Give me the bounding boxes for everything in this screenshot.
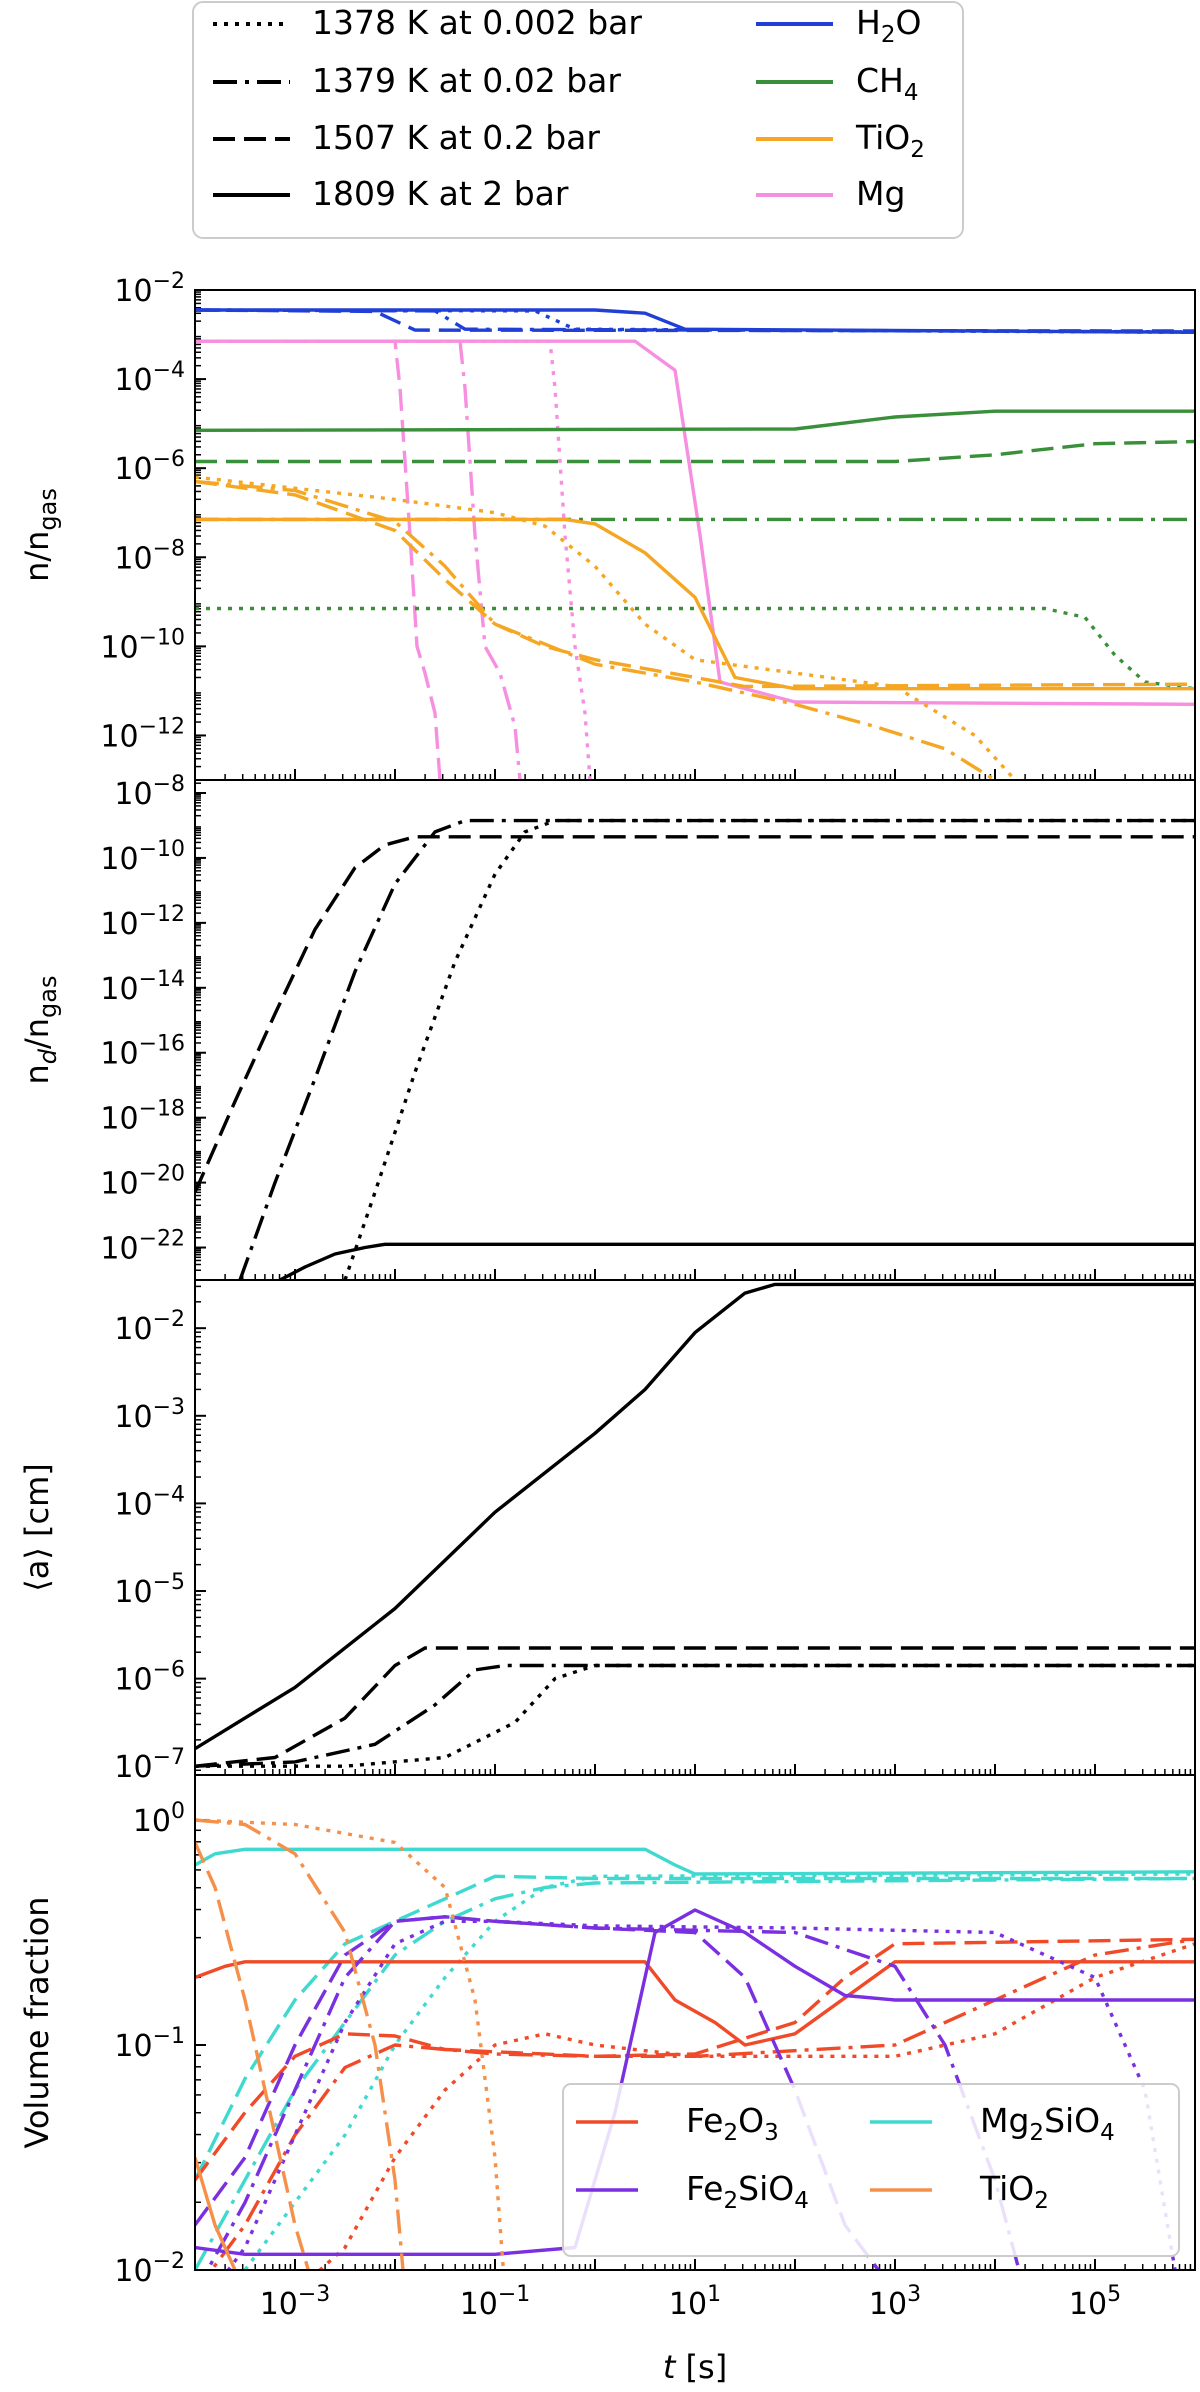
y-tick-label: 10−4	[114, 1482, 185, 1522]
legend-label-mg: Mg	[856, 174, 905, 213]
panel-1: 10−2 10−4 10−6 10−8 10−10 10−12 n/ngas	[18, 269, 1196, 781]
y-tick-label: 10−6	[114, 447, 185, 487]
y-tick-label: 10−7	[114, 1745, 185, 1785]
series-line-fe2o3-dashed	[195, 1937, 1195, 2182]
series-line-mg-dashdot	[195, 339, 522, 780]
plot-frame	[194, 1774, 1196, 2271]
panel-2: 10−8 10−10 10−12 10−14 10−16 10−18 10−20 10−22 n…	[18, 772, 1196, 1281]
x-tick-label: 10−3	[260, 2282, 331, 2322]
y-tick-label: 10−14	[100, 967, 185, 1007]
x-tick-label: 101	[669, 2282, 721, 2322]
series-line-tio2-dust-dotted	[195, 1818, 506, 2270]
x-tick-label: 105	[1069, 2282, 1121, 2322]
series-line-tio2-gas-dashed	[195, 479, 1195, 689]
series-line-ch4-dashed	[195, 439, 1195, 464]
y-tick-label: 10−5	[114, 1570, 185, 1610]
y-tick-label: 10−2	[114, 1307, 185, 1347]
legend-label-h2o: H2O	[856, 3, 921, 48]
y-tick-label: 10−8	[114, 772, 185, 812]
series-line-fe2o3-dotted	[317, 1942, 1195, 2270]
y-tick-label: 10−10	[100, 837, 185, 877]
series-line-fe2o3-solid	[195, 1960, 1195, 2047]
series-line-solid	[195, 1282, 1195, 1751]
plot-frame	[194, 779, 1196, 1281]
x-axis-ticks: 10−3 10−1 101 103 105	[260, 2282, 1121, 2322]
y-tick-label: 10−3	[114, 1395, 185, 1435]
series-line-fe2sio4-dotted	[226, 1919, 1177, 2270]
series-group	[195, 1818, 1195, 2270]
series-line-tio2-gas-solid	[195, 517, 1195, 691]
y-tick-label: 10−22	[100, 1227, 185, 1267]
series-line-dashed	[195, 1646, 1195, 1768]
series-line-ch4-solid	[195, 409, 1195, 432]
y-tick-label: 10−16	[100, 1032, 185, 1072]
series-line-ch4-dotted	[195, 606, 1195, 691]
series-line-dashdot	[238, 818, 1195, 1280]
y-tick-label: 10−10	[100, 625, 185, 665]
series-line-tio2-gas-dashdot	[195, 479, 996, 780]
y-axis-label: n/ngas	[18, 488, 62, 582]
legend-label-fe2sio4: Fe2SiO4	[686, 2169, 809, 2214]
y-tick-label: 10−2	[114, 269, 185, 309]
x-axis-label: t [s]	[663, 2348, 727, 2386]
legend-label-dashed: 1507 K at 0.2 bar	[312, 118, 600, 157]
y-axis-label: nd/ngas	[18, 975, 62, 1084]
legend-label-dashdot: 1379 K at 0.02 bar	[312, 61, 621, 100]
legend-label-mg2sio4: Mg2SiO4	[980, 2101, 1115, 2146]
series-line-mg2sio4-solid	[195, 1847, 1195, 1876]
series-group	[195, 1282, 1195, 1768]
series-line-solid	[279, 1242, 1195, 1280]
y-tick-label: 10−18	[100, 1097, 185, 1137]
series-line-tio2-dust-dashed	[195, 1841, 311, 2270]
y-axis-label: Volume fraction	[18, 1896, 56, 2148]
y-tick-label: 10−20	[100, 1162, 185, 1202]
y-tick-label: 10−2	[114, 2249, 185, 2289]
series-line-h2o-dashdot	[195, 308, 1195, 334]
series-group	[195, 308, 1195, 780]
y-tick-label: 10−6	[114, 1658, 185, 1698]
y-tick-label: 10−1	[114, 2024, 185, 2064]
legend-box	[562, 2083, 1180, 2257]
series-line-mg2sio4-dashdot	[195, 1876, 1195, 2270]
top-legend: 1378 K at 0.002 bar 1379 K at 0.02 bar 150…	[192, 1, 964, 239]
legend-label-ch4: CH4	[856, 61, 919, 106]
series-line-dotted	[195, 1663, 1195, 1768]
legend-label-tio2: TiO2	[979, 2169, 1049, 2214]
series-group	[195, 818, 1195, 1280]
legend-label-fe2o3: Fe2O3	[686, 2101, 779, 2146]
series-line-mg-dotted	[195, 339, 592, 780]
top-legend-box	[192, 1, 964, 239]
series-line-dashdot	[195, 1663, 1195, 1768]
series-line-tio2-dust-dashdot	[195, 1818, 405, 2270]
x-tick-label: 10−1	[460, 2282, 531, 2322]
series-line-mg-dashed	[195, 339, 442, 780]
legend-label-dotted: 1378 K at 0.002 bar	[312, 3, 642, 42]
panel-4: 100 10−1 10−2 Volume fraction Fe2O3 Fe2SiO4 Mg…	[18, 1774, 1196, 2289]
y-tick-label: 10−8	[114, 536, 185, 576]
legend-label-solid: 1809 K at 2 bar	[312, 174, 569, 213]
y-axis-label: ⟨a⟩ [cm]	[18, 1463, 56, 1591]
series-line-h2o-dashed	[195, 308, 1195, 333]
series-line-mg2sio4-dashed	[195, 1874, 1195, 2181]
series-line-mg-solid	[195, 339, 1195, 706]
series-line-fe2sio4-solid	[195, 1908, 1195, 2257]
series-line-fe2sio4-dashdot	[205, 1915, 1021, 2270]
panel-3: 10−2 10−3 10−4 10−5 10−6 10−7 ⟨a⟩ [cm]	[18, 1279, 1196, 1785]
plot-frame	[194, 1279, 1196, 1776]
series-line-tio2-gas-dotted	[195, 475, 1017, 780]
plot-frame	[194, 289, 1196, 781]
legend-label-tio2: TiO2	[855, 118, 925, 163]
panels: 10−2 10−4 10−6 10−8 10−10 10−12 n/ngas 10−8 10−1…	[18, 269, 1196, 2289]
y-tick-label: 10−12	[100, 902, 185, 942]
x-tick-label: 103	[869, 2282, 921, 2322]
y-tick-label: 10−12	[100, 714, 185, 754]
volume-fraction-legend: Fe2O3 Fe2SiO4 Mg2SiO4 TiO2	[562, 2083, 1180, 2257]
series-line-dashed	[195, 835, 1195, 1193]
series-line-dotted	[343, 818, 1195, 1280]
series-line-h2o-dotted	[195, 308, 1195, 334]
y-tick-label: 10−4	[114, 358, 185, 398]
series-line-tio2-dust-solid	[195, 2157, 237, 2270]
y-tick-label: 100	[133, 1799, 185, 1839]
